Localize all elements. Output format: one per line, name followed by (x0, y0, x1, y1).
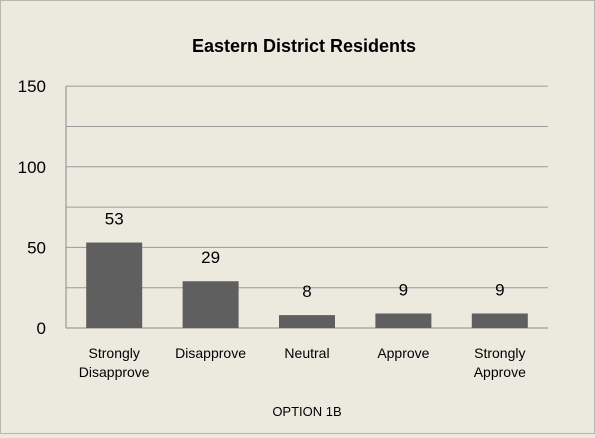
data-label: 9 (495, 280, 504, 299)
x-axis-categories: Strongly Disapprove Disapprove Neutral Appro… (79, 345, 526, 380)
chart-title: Eastern District Residents (192, 36, 416, 56)
bar (471, 313, 528, 328)
y-tick-label: 50 (27, 238, 46, 257)
bar (182, 281, 239, 328)
bar (279, 315, 335, 328)
data-label: 53 (105, 210, 124, 229)
x-tick-label: Strongly Disapprove (79, 345, 150, 380)
y-axis: 0 50 100 150 (18, 77, 67, 338)
x-tick-label: Approve (377, 345, 429, 361)
y-tick-label: 0 (37, 319, 46, 338)
bar (375, 313, 432, 328)
x-axis-title: OPTION 1B (272, 404, 341, 419)
x-tick-label: Disapprove (175, 345, 246, 361)
data-label: 29 (201, 248, 220, 267)
data-label: 8 (302, 282, 311, 301)
y-tick-label: 150 (18, 77, 46, 96)
x-tick-label: Strongly Approve (474, 345, 526, 380)
gridlines (66, 85, 548, 329)
data-label: 9 (399, 280, 408, 299)
data-labels: 53 29 8 9 9 (105, 210, 505, 302)
bar (86, 242, 143, 328)
bars (86, 242, 528, 328)
y-tick-label: 100 (18, 158, 46, 177)
x-tick-label: Neutral (284, 345, 329, 361)
